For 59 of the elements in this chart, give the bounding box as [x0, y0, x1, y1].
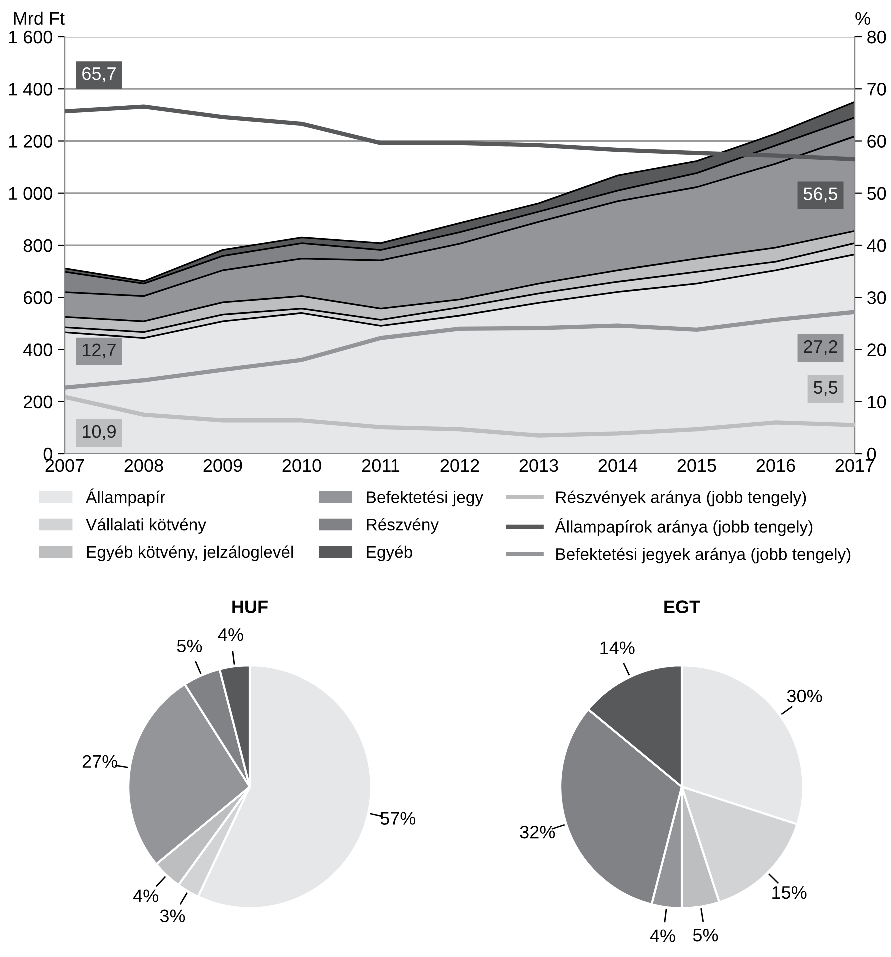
- y-axis-title: Mrd Ft: [14, 12, 65, 26]
- legend-label: Egyéb: [367, 546, 412, 562]
- y2-tick-label: 50: [868, 187, 886, 200]
- data-label: 57%: [380, 812, 416, 825]
- y2-tick-label: 40: [867, 239, 886, 252]
- chart-title: EGT: [664, 600, 700, 614]
- data-label: 12,7: [83, 344, 116, 359]
- x-tick-label: 2015: [678, 459, 716, 472]
- legend-label: Befektetési jegy: [367, 490, 484, 507]
- y-tick-label: 1 600: [9, 30, 52, 44]
- data-label: 4%: [650, 930, 676, 942]
- y2-tick-label: 30: [867, 292, 886, 304]
- data-label: 5,5: [814, 381, 838, 396]
- data-label: 14%: [600, 642, 635, 654]
- y-tick-label: 1 000: [9, 187, 52, 200]
- legend-label: Részvény: [367, 518, 439, 534]
- y-tick-label: 400: [23, 344, 52, 356]
- data-label: 56,5: [804, 188, 838, 203]
- y2-tick-label: 60: [868, 135, 886, 148]
- y2-tick-label: 10: [868, 396, 886, 409]
- x-tick-label: 2016: [756, 459, 796, 472]
- data-label: 5%: [693, 929, 718, 942]
- legend-label: Részvények aránya (jobb tengely): [556, 490, 806, 507]
- data-label: 27,2: [804, 340, 838, 356]
- legend-label: Állampapírok aránya (jobb tengely): [555, 518, 813, 536]
- y2-tick-label: 20: [868, 344, 886, 356]
- y2-tick-label: 70: [868, 83, 886, 96]
- x-tick-label: 2009: [204, 459, 242, 472]
- y2-tick-label: 80: [868, 30, 886, 44]
- y-tick-label: 200: [24, 396, 52, 409]
- data-label: 32%: [520, 826, 556, 839]
- data-label: 30%: [787, 690, 822, 703]
- data-label: 27%: [82, 755, 118, 768]
- x-tick-label: 2011: [362, 459, 400, 472]
- data-label: 4%: [133, 890, 158, 902]
- y-tick-label: 1 200: [9, 135, 52, 148]
- x-tick-label: 2013: [520, 459, 558, 472]
- x-tick-label: 2008: [124, 459, 164, 472]
- x-tick-label: 2017: [836, 459, 874, 472]
- legend-label: Vállalati kötvény: [86, 518, 206, 534]
- data-label: 10,9: [83, 425, 116, 440]
- y2-axis-title: %: [856, 12, 870, 26]
- y-tick-label: 0: [44, 448, 52, 461]
- legend-label: Egyéb kötvény, jelzáloglevél: [87, 546, 294, 562]
- data-label: 65,7: [82, 67, 116, 82]
- data-label: 4%: [218, 628, 244, 642]
- x-tick-label: 2014: [598, 459, 638, 472]
- y-tick-label: 1 400: [9, 83, 52, 96]
- data-label: 3%: [160, 910, 186, 922]
- data-label: 5%: [177, 640, 202, 653]
- x-tick-label: 2007: [46, 459, 84, 472]
- chart-title: HUF: [232, 600, 268, 614]
- y-tick-label: 800: [24, 239, 52, 252]
- data-label: 15%: [772, 886, 807, 900]
- x-tick-label: 2012: [440, 459, 480, 472]
- x-tick-label: 2010: [282, 459, 322, 472]
- legend-label: Befektetési jegyek aránya (jobb tengely): [556, 548, 851, 564]
- legend-label: Állampapír: [86, 488, 166, 507]
- y-tick-label: 600: [24, 292, 52, 304]
